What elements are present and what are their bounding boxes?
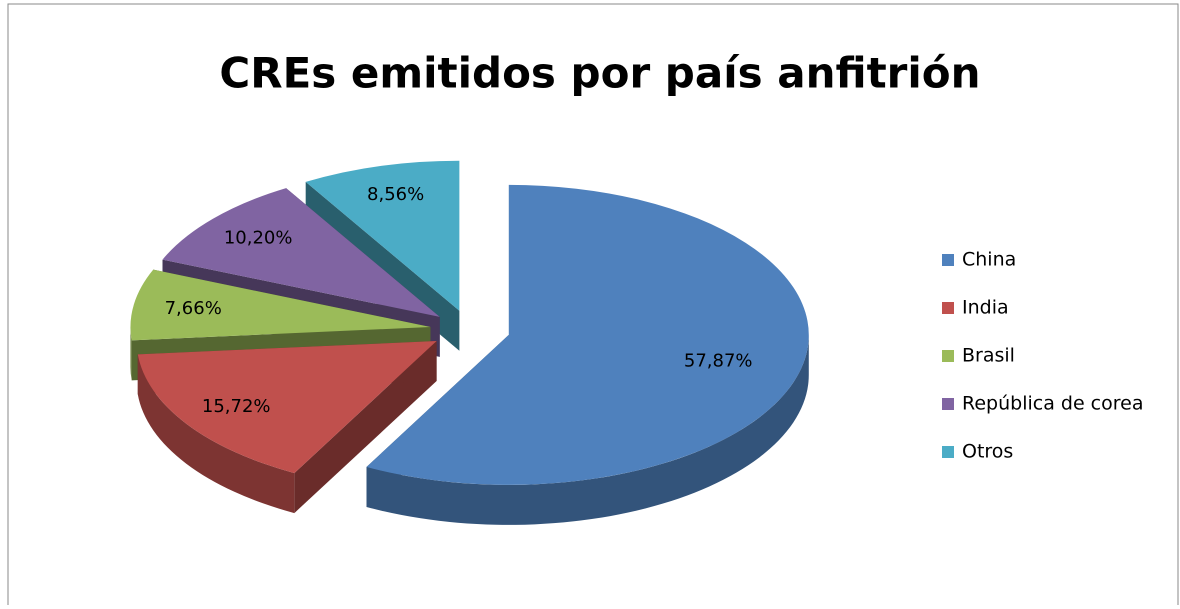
- data-label: 10,20%: [224, 227, 293, 248]
- legend-swatch: [942, 254, 954, 266]
- legend-swatch: [942, 398, 954, 410]
- slice: [366, 184, 809, 485]
- slice-outer-side: [366, 334, 809, 525]
- slice-outer-side: [137, 354, 295, 514]
- slice: [162, 188, 440, 317]
- chart-title: CREs emitidos por país anfitrión: [219, 49, 980, 98]
- legend-label: Brasil: [962, 345, 1015, 367]
- legend-swatch: [942, 446, 954, 458]
- legend-label: Otros: [962, 441, 1013, 463]
- data-label: 57,87%: [684, 350, 753, 371]
- legend-label: República de corea: [962, 393, 1143, 415]
- slice: [137, 341, 437, 474]
- data-label: 15,72%: [202, 396, 271, 417]
- legend-swatch: [942, 350, 954, 362]
- slice-outer-side: [130, 326, 132, 381]
- slice-radial-side: [294, 341, 437, 514]
- legend-label: India: [962, 297, 1009, 319]
- data-label: 7,66%: [165, 298, 222, 319]
- slice: [130, 269, 431, 341]
- legend-label: China: [962, 249, 1016, 271]
- slice: [305, 160, 460, 311]
- legend-swatch: [942, 302, 954, 314]
- data-label: 8,56%: [367, 184, 424, 205]
